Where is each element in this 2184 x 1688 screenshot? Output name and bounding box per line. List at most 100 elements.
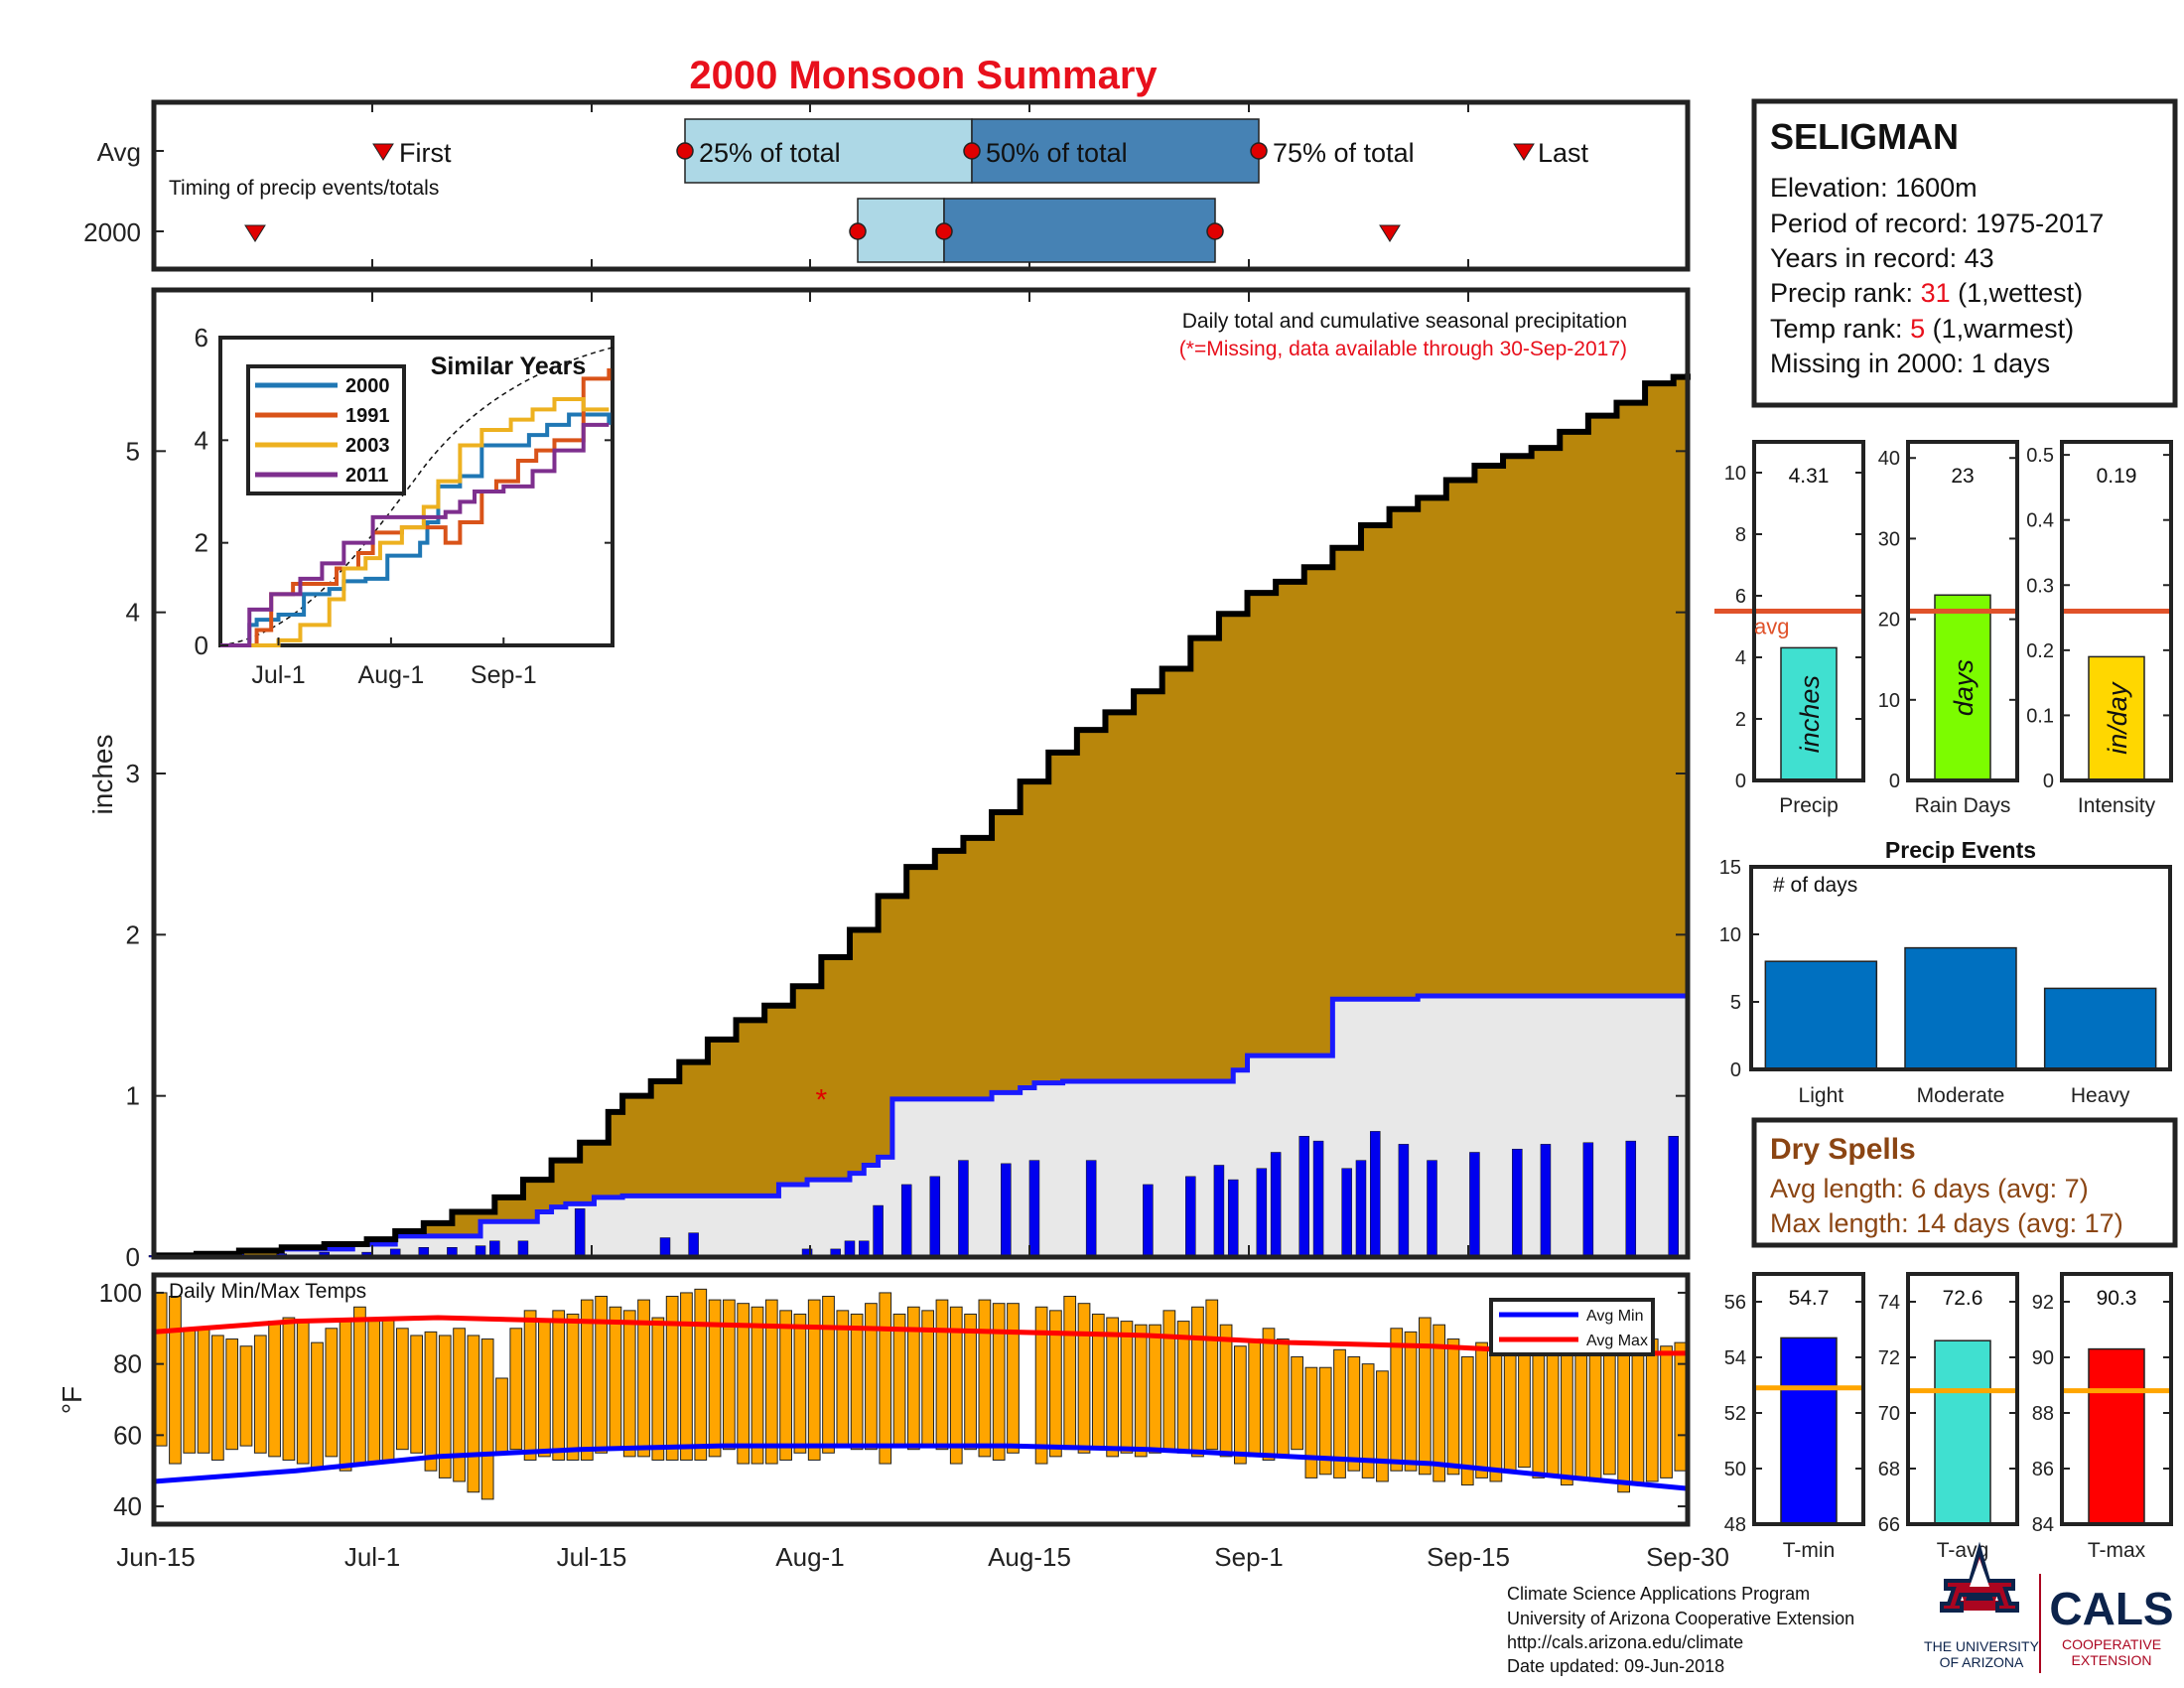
main-legend-line1: Daily total and cumulative seasonal prec… [1182,310,1627,333]
precip-event-label: Heavy [2071,1084,2130,1107]
average-cumulative-line [154,993,1691,1260]
main-y-axis-label: inches [87,735,118,815]
cals-logo-line2: EXTENSION [2072,1652,2152,1668]
temps-legend: Avg Min Avg Max [1489,1298,1655,1356]
intensity-bar [2088,655,2145,781]
rain_days-xlabel: Rain Days [1915,794,2011,817]
inset-y-tick-label: 6 [195,323,208,352]
daily-temp-bar [1475,1341,1488,1478]
inset-series-line-2011 [220,422,610,647]
intensity-tick-label: 0 [2043,771,2054,792]
y-tick-label: 2 [126,919,140,949]
dry-spells-max: Max length: 14 days (avg: 17) [1770,1208,2123,1238]
rain_days-tick-label: 30 [1878,528,1900,550]
daily-temp-bar [325,1328,339,1458]
cals-logo-text: CALS [2049,1583,2173,1634]
year-25-50-box [857,198,945,263]
daily-temp-bar [1162,1310,1176,1451]
daily-temp-bar [424,1331,438,1472]
avg-75-label: 75% of total [1273,138,1415,168]
daily-temp-bar [637,1299,650,1458]
station-years: Years in record: 43 [1770,243,1994,273]
precip-event-label: Moderate [1917,1084,2005,1107]
daily-temp-bar [211,1335,224,1461]
tmin-tick-label: 50 [1724,1459,1746,1480]
x-tick-label: Aug-15 [988,1542,1071,1572]
daily-temp-bar [353,1306,366,1465]
missing-data-marker: * [816,1084,828,1117]
tavg-value: 72.6 [1943,1287,1983,1310]
precip-events-title: Precip Events [1885,837,2036,863]
events-y-tick-label: 10 [1719,924,1741,946]
daily-precip-bar [1512,1148,1523,1258]
year-first-marker [244,224,266,242]
daily-temp-bar [1291,1355,1303,1451]
daily-temp-bar [566,1313,580,1461]
timing-row-label-year: 2000 [83,217,141,247]
precip-bar [1780,646,1838,781]
daily-precip-bar [958,1160,969,1258]
precip-event-bar-light [1764,960,1878,1070]
tmax-tick-label: 86 [2032,1459,2054,1480]
tmin-tick-label: 52 [1724,1403,1746,1425]
daily-precip-bar [900,1184,912,1258]
daily-temp-bar [723,1299,736,1451]
tmax-frame [2060,1272,2173,1526]
daily-temp-bar [282,1317,296,1461]
daily-temp-bar [495,1377,508,1454]
timing-panel: Avg 2000 Timing of precip events/totals … [83,99,1691,272]
daily-temp-bar [1318,1366,1332,1476]
inset-average-dashed-line [219,347,614,646]
rain_days-tick-label: 0 [1889,771,1900,792]
daily-temp-bar [367,1321,381,1465]
precip-event-bar-heavy [2043,987,2157,1070]
daily-precip-bars [148,1131,1679,1258]
daily-temp-bar [1234,1345,1247,1465]
inset-legend: 2000 1991 2003 2011 [246,364,406,495]
tmin-tick-label: 48 [1724,1514,1746,1536]
daily-precip-bar [1355,1160,1367,1258]
intensity-xlabel: Intensity [2078,794,2156,817]
daily-temp-bar [311,1341,324,1469]
footer-line1: Climate Science Applications Program [1507,1584,1810,1604]
avg-min-line [153,1443,1689,1491]
inset-x-tick-label: Jul-1 [251,661,305,689]
daily-temp-bar [879,1292,892,1465]
daily-temp-bar [1361,1363,1375,1478]
daily-temp-bar [978,1299,992,1458]
tmax-xlabel: T-max [2088,1539,2146,1562]
footer: Climate Science Applications Program Uni… [1507,1584,1854,1676]
inset-x-tick-label: Sep-1 [471,661,537,689]
tmax-panel: 90.3 T-max 84 86 88 90 92 [2032,1272,2173,1562]
x-tick-label: Jun-15 [116,1542,196,1572]
daily-precip-bar [1668,1136,1679,1258]
daily-temp-bar [1049,1310,1062,1458]
daily-temp-bar [1660,1345,1673,1478]
y-tick-label: 4 [126,598,140,628]
y-tick-label: 0 [126,1242,140,1272]
tmin-value: 54.7 [1789,1287,1830,1310]
year-75-marker [1206,222,1224,240]
avg-25-label: 25% of total [699,138,841,168]
daily-temp-bar [1063,1296,1077,1451]
daily-temp-bar [992,1303,1006,1461]
precip-tick-label: 6 [1735,586,1746,608]
daily-temp-bar [850,1313,864,1451]
tavg-tick-label: 66 [1878,1514,1900,1536]
daily-temp-bar [708,1299,722,1458]
year-25-marker [849,222,867,240]
x-tick-label: Sep-15 [1427,1542,1510,1572]
daily-temp-bar [764,1299,778,1465]
footer-line4: Date updated: 09-Jun-2018 [1507,1656,1724,1676]
daily-temp-bar [1007,1303,1020,1454]
daily-temp-bar [1446,1338,1460,1476]
daily-temp-bar [1645,1338,1659,1482]
daily-temp-bar [651,1317,665,1461]
daily-temp-bar [793,1313,807,1454]
precip-events-chart: Precip Events Light Moderate Heavy 051015 … [1719,837,2172,1107]
precip-panel: 4.31 inches Precip 0 2 4 6 8 10 avg [1714,440,1865,817]
tmin-panel: 54.7 T-min 48 50 52 54 56 [1724,1272,1865,1562]
timing-row-label-avg: Avg [97,137,141,167]
intensity-tick-label: 0.5 [2026,445,2054,467]
temp-y-tick-label: 60 [113,1420,142,1450]
